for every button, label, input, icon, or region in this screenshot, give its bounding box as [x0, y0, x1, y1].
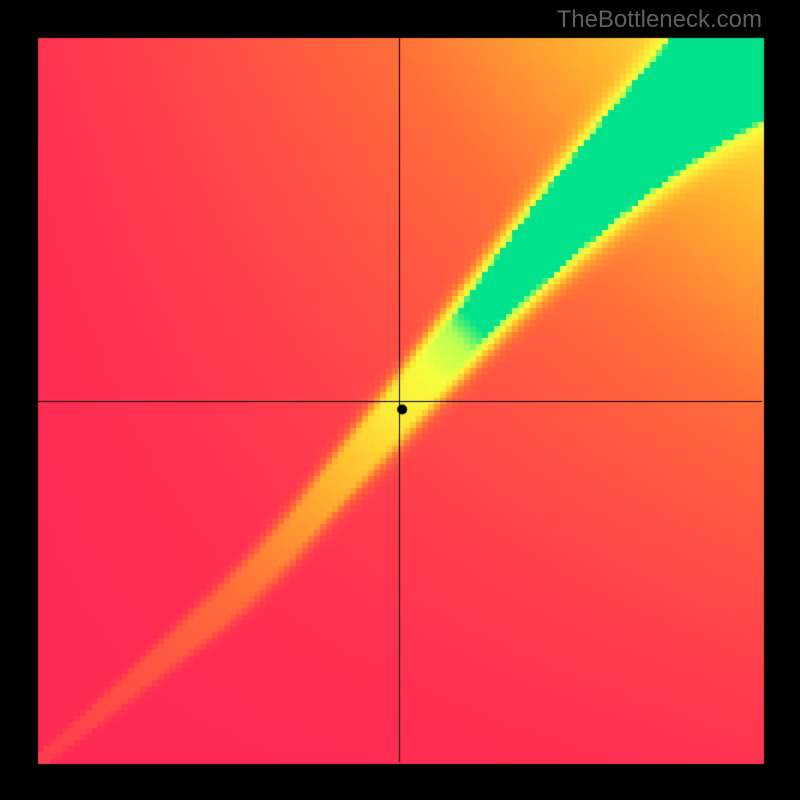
watermark-text: TheBottleneck.com	[557, 6, 762, 34]
heatmap-canvas	[0, 0, 800, 800]
chart-container: TheBottleneck.com	[0, 0, 800, 800]
